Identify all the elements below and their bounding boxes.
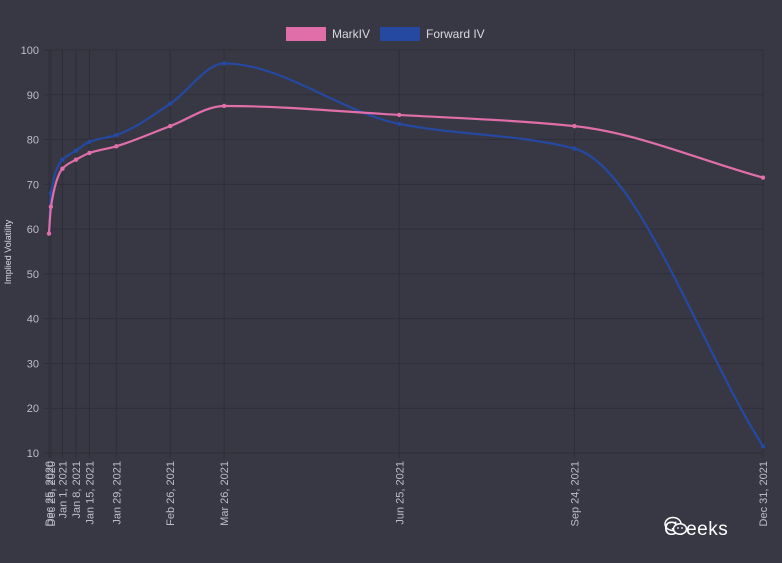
wechat-icon [664,516,688,535]
data-point-markiv[interactable] [114,144,119,149]
data-point-markiv[interactable] [48,204,54,209]
data-point-forward-iv[interactable] [760,444,766,449]
legend-swatch-markiv[interactable] [286,27,326,41]
x-tick-label: Dec 31, 2021 [758,461,770,526]
legend-label-markiv[interactable]: MarkIV [332,27,370,41]
series-line-forward-iv [47,62,764,447]
x-tick-label: Dec 25, 2020 [44,461,56,526]
legend-swatch-forward-iv[interactable] [380,27,420,41]
data-point-markiv[interactable] [397,112,402,118]
data-point-forward-iv[interactable] [48,191,54,196]
data-point-forward-iv[interactable] [168,101,173,106]
y-tick-label: 60 [27,224,39,236]
legend: MarkIV Forward IV [286,27,485,41]
data-point-markiv[interactable] [46,231,52,236]
y-tick-label: 10 [27,448,39,460]
x-tick-label: Jan 29, 2021 [111,461,123,525]
data-point-markiv[interactable] [60,166,65,171]
data-point-forward-iv[interactable] [397,121,402,127]
series-layer [46,61,766,449]
data-point-forward-iv[interactable] [73,148,79,153]
y-tick-label: 70 [27,179,39,191]
data-point-forward-iv[interactable] [114,132,119,138]
data-point-forward-iv[interactable] [221,61,227,66]
data-point-markiv[interactable] [221,103,227,109]
x-tick-label: Jan 1, 2021 [57,461,69,519]
y-tick-label: 20 [27,403,39,415]
data-point-markiv[interactable] [87,150,92,156]
y-tick-label: 30 [27,358,39,370]
x-tick-label: Jun 25, 2021 [394,461,406,525]
x-tick-label: Mar 26, 2021 [219,461,231,526]
watermark: Greeks [664,516,728,544]
data-point-markiv[interactable] [168,123,173,129]
x-tick-label: Sep 24, 2021 [569,461,581,526]
data-point-markiv[interactable] [760,175,766,180]
x-tick-label: Feb 26, 2021 [165,461,177,526]
y-tick-label: 90 [27,90,39,102]
y-tick-label: 100 [21,45,39,57]
y-axis-label: Implied Volatility [3,219,13,284]
x-tick-label: Jan 15, 2021 [84,461,96,525]
x-tick-label: Jan 8, 2021 [71,461,83,519]
y-tick-label: 80 [27,135,39,147]
legend-label-forward-iv[interactable]: Forward IV [426,27,485,41]
data-point-forward-iv[interactable] [87,139,92,144]
grid-lines [44,49,764,458]
y-axis: 10 20 30 40 50 60 70 80 90 100 [21,45,39,460]
y-tick-label: 50 [27,269,39,281]
data-point-forward-iv[interactable] [60,157,65,162]
x-tick-label: Dec 26, 2020 [46,461,58,526]
data-point-forward-iv[interactable] [572,146,577,151]
y-tick-label: 40 [27,314,39,326]
data-point-markiv[interactable] [572,123,577,129]
data-point-markiv[interactable] [73,157,79,162]
